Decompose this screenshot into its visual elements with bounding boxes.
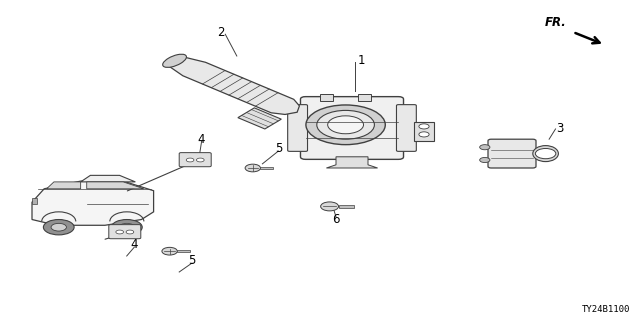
Text: 5: 5 bbox=[188, 254, 196, 267]
Polygon shape bbox=[47, 182, 81, 189]
Polygon shape bbox=[86, 182, 144, 189]
Text: 1: 1 bbox=[358, 54, 365, 67]
Circle shape bbox=[480, 145, 490, 150]
Circle shape bbox=[111, 220, 142, 235]
Circle shape bbox=[119, 223, 134, 231]
Circle shape bbox=[317, 110, 374, 139]
FancyBboxPatch shape bbox=[488, 139, 536, 168]
Circle shape bbox=[321, 202, 339, 211]
Bar bbox=[32, 198, 37, 204]
FancyBboxPatch shape bbox=[301, 97, 404, 159]
Polygon shape bbox=[339, 205, 354, 208]
FancyBboxPatch shape bbox=[109, 225, 141, 239]
Polygon shape bbox=[177, 250, 190, 252]
Bar bbox=[358, 94, 371, 101]
Text: 4: 4 bbox=[198, 133, 205, 146]
Text: 6: 6 bbox=[332, 213, 340, 226]
Text: 3: 3 bbox=[556, 122, 564, 134]
Circle shape bbox=[535, 148, 556, 159]
Text: TY24B1100: TY24B1100 bbox=[582, 305, 630, 314]
Polygon shape bbox=[238, 108, 282, 129]
Circle shape bbox=[51, 223, 67, 231]
Polygon shape bbox=[81, 175, 136, 182]
FancyBboxPatch shape bbox=[288, 105, 308, 151]
Ellipse shape bbox=[533, 146, 558, 162]
Circle shape bbox=[306, 105, 385, 145]
Circle shape bbox=[245, 164, 260, 172]
Text: FR.: FR. bbox=[545, 16, 566, 29]
Circle shape bbox=[196, 158, 204, 162]
Circle shape bbox=[186, 158, 194, 162]
Polygon shape bbox=[415, 122, 434, 141]
Bar bbox=[320, 94, 333, 101]
Circle shape bbox=[328, 116, 364, 134]
Ellipse shape bbox=[163, 54, 186, 68]
Polygon shape bbox=[260, 167, 273, 169]
FancyBboxPatch shape bbox=[179, 153, 211, 167]
Circle shape bbox=[419, 132, 429, 137]
Polygon shape bbox=[168, 57, 300, 115]
Circle shape bbox=[126, 230, 134, 234]
Circle shape bbox=[419, 124, 429, 129]
Text: 5: 5 bbox=[275, 142, 282, 155]
Circle shape bbox=[116, 230, 124, 234]
Circle shape bbox=[480, 157, 490, 163]
Polygon shape bbox=[32, 181, 154, 225]
Circle shape bbox=[44, 220, 74, 235]
Polygon shape bbox=[326, 157, 378, 168]
Circle shape bbox=[162, 247, 177, 255]
FancyBboxPatch shape bbox=[397, 105, 417, 151]
Text: 4: 4 bbox=[131, 238, 138, 251]
Text: 2: 2 bbox=[217, 26, 225, 38]
